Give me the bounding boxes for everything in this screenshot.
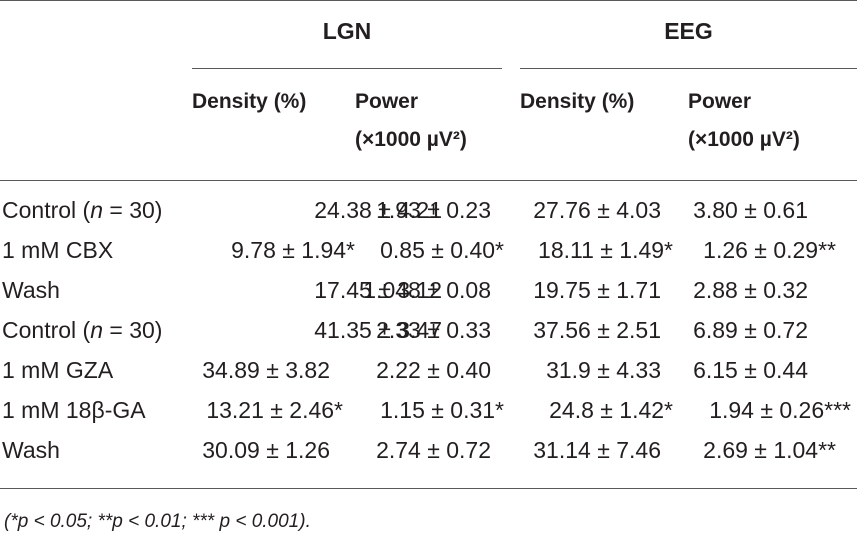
column-header-lgn-density: Density (%) bbox=[192, 90, 307, 113]
lgn-power-cell: 1.15 ± 0.31* bbox=[380, 397, 504, 423]
eeg-density-cell: 19.75 ± 1.71 bbox=[533, 277, 661, 303]
lgn-density-cell: 30.09 ± 1.26 bbox=[202, 437, 330, 463]
eeg-density-cell: 37.56 ± 2.51 bbox=[533, 317, 661, 343]
column-header-lgn-power: Power (×1000 µV²) bbox=[355, 90, 467, 151]
lgn-group-rule bbox=[192, 68, 502, 69]
footnote: (*p < 0.05; **p < 0.01; *** p < 0.001). bbox=[4, 511, 311, 532]
lgn-density-cell: 9.78 ± 1.94* bbox=[231, 237, 355, 263]
eeg-density-cell: 31.9 ± 4.33 bbox=[546, 357, 661, 383]
eeg-density-cell: 27.76 ± 4.03 bbox=[533, 197, 661, 223]
eeg-power-cell: 3.80 ± 0.61 bbox=[693, 197, 808, 223]
group-header-lgn: LGN bbox=[322, 18, 372, 44]
eeg-power-cell: 6.15 ± 0.44 bbox=[693, 357, 808, 383]
eeg-power-cell: 1.94 ± 0.26*** bbox=[709, 397, 851, 423]
row-label: Control (n = 30) bbox=[2, 197, 163, 223]
eeg-density-cell: 24.8 ± 1.42* bbox=[549, 397, 673, 423]
lgn-power-cell: 2.22 ± 0.40 bbox=[376, 357, 491, 383]
row-label: 1 mM 18β-GA bbox=[2, 397, 146, 423]
header-bottom-rule bbox=[0, 180, 857, 181]
lgn-density-cell: 13.21 ± 2.46* bbox=[206, 397, 343, 423]
group-header-eeg: EEG bbox=[664, 18, 713, 44]
eeg-density-cell: 31.14 ± 7.46 bbox=[533, 437, 661, 463]
eeg-power-cell: 2.88 ± 0.32 bbox=[693, 277, 808, 303]
column-header-eeg-power: Power (×1000 µV²) bbox=[688, 90, 800, 151]
eeg-group-rule bbox=[520, 68, 857, 69]
eeg-power-cell: 6.89 ± 0.72 bbox=[693, 317, 808, 343]
lgn-density-cell: 17.45 ± 3.12 bbox=[314, 277, 442, 303]
lgn-power-cell: 1.93 ± 0.23 bbox=[376, 197, 491, 223]
row-label: Wash bbox=[2, 437, 60, 463]
lgn-density-cell: 24.38 ± 4.21 bbox=[314, 197, 442, 223]
eeg-power-cell: 2.69 ± 1.04** bbox=[703, 437, 836, 463]
column-header-eeg-density: Density (%) bbox=[520, 90, 635, 113]
row-label: 1 mM CBX bbox=[2, 237, 114, 263]
row-label: 1 mM GZA bbox=[2, 357, 114, 383]
table-bottom-rule bbox=[0, 488, 857, 489]
top-rule bbox=[0, 0, 857, 1]
eeg-power-cell: 1.26 ± 0.29** bbox=[703, 237, 836, 263]
lgn-power-cell: 2.33 ± 0.33 bbox=[376, 317, 491, 343]
lgn-power-cell: 1.048 ± 0.08 bbox=[363, 277, 491, 303]
lgn-density-cell: 41.35 ± 3.47 bbox=[314, 317, 442, 343]
eeg-density-cell: 18.11 ± 1.49* bbox=[538, 237, 673, 263]
lgn-power-cell: 0.85 ± 0.40* bbox=[380, 237, 504, 263]
lgn-density-cell: 34.89 ± 3.82 bbox=[202, 357, 330, 383]
row-label: Control (n = 30) bbox=[2, 317, 163, 343]
lgn-power-cell: 2.74 ± 0.72 bbox=[376, 437, 491, 463]
row-label: Wash bbox=[2, 277, 60, 303]
